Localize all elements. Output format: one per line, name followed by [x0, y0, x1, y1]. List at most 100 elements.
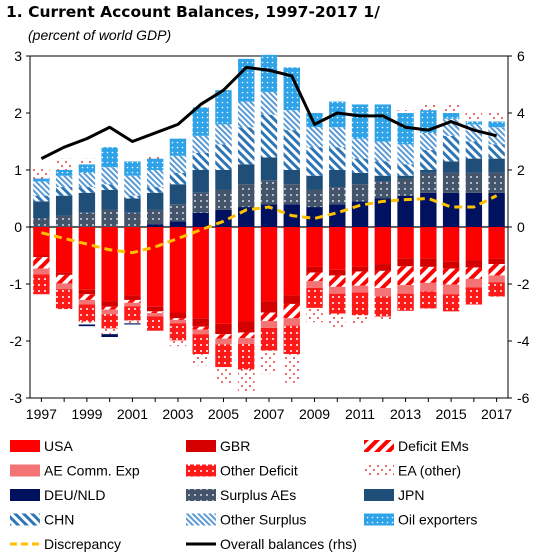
bar-chn-2003 — [169, 172, 187, 185]
bar-usa-2005 — [215, 227, 232, 324]
bar-chn-1997 — [33, 195, 50, 202]
bar-jpn-2001 — [124, 198, 141, 213]
bar-jpn-2005 — [215, 170, 232, 190]
chart-subtitle: (percent of world GDP) — [28, 27, 172, 43]
line-overall-balances-rhs — [40, 65, 497, 160]
bar-other-surplus-2004 — [192, 135, 209, 153]
bar-deficit-ems-2005 — [215, 334, 232, 339]
bar-deu-nld-2002 — [147, 224, 164, 227]
bar-usa-1998 — [55, 227, 73, 273]
legend-label-gbr: GBR — [220, 438, 250, 454]
bar-ea-other-2004 — [192, 354, 209, 366]
bar-ae-comm-exp-2010 — [329, 286, 346, 294]
bar-deficit-ems-2014 — [420, 266, 437, 283]
legend-swatch-other-surplus — [186, 513, 216, 526]
bar-gbr-2016 — [465, 260, 483, 268]
bar-chn-1998 — [55, 187, 73, 196]
bar-ae-comm-exp-2012 — [374, 287, 392, 297]
legend-label-jpn: JPN — [398, 487, 424, 503]
bar-oil-exporters-2003 — [169, 138, 187, 156]
bar-ea-other-2011 — [351, 315, 369, 324]
bar-ae-comm-exp-2000 — [101, 309, 118, 315]
bar-deu-nld-2009 — [306, 207, 323, 227]
bar-surplus-aes-2002 — [147, 209, 164, 225]
bar-usa-2006 — [238, 227, 255, 322]
bar-surplus-aes-2006 — [238, 184, 255, 208]
bar-oil-exporters-2015 — [442, 113, 460, 119]
bar-usa-2016 — [465, 227, 483, 261]
bar-other-deficit-2006 — [238, 343, 255, 370]
bar-gbr-2002 — [147, 306, 164, 312]
legend-swatch-deficit-ems — [364, 440, 394, 452]
bar-other-surplus-2013 — [397, 144, 414, 165]
bar-other-deficit-2016 — [465, 287, 483, 305]
bar-gbr-2008 — [283, 295, 300, 304]
bar-deu-nld-2004 — [192, 212, 209, 227]
bar-surplus-aes-2014 — [420, 172, 437, 193]
bar-surplus-aes-2012 — [374, 181, 392, 199]
legend-swatch-ea-other — [364, 464, 394, 477]
left-axis-tick-label: -1 — [10, 276, 23, 292]
bar-deficit-ems-2011 — [351, 271, 369, 286]
left-axis-tick-label: -2 — [10, 333, 23, 349]
x-axis-tick-label: 2013 — [390, 406, 421, 422]
bar-ae-comm-exp-2015 — [442, 284, 460, 295]
bar-usa-2013 — [397, 227, 414, 259]
bar-usa-2002 — [147, 227, 164, 307]
bar-ae-comm-exp-2003 — [169, 319, 187, 324]
bar-oil-exporters-2008 — [283, 67, 300, 111]
bar-deficit-ems-2007 — [260, 312, 278, 322]
bar-other-deficit-2015 — [442, 294, 460, 312]
bar-ea-other-positive-2016 — [465, 113, 483, 122]
bar-surplus-aes-2001 — [124, 212, 141, 227]
bar-gbr-2011 — [351, 266, 369, 272]
bar-oil-exporters-2000 — [101, 147, 118, 168]
right-axis-tick-label: -2 — [517, 276, 530, 292]
bar-other-surplus-2005 — [215, 124, 232, 145]
legend-label-chn: CHN — [44, 512, 74, 528]
bar-surplus-aes-1998 — [55, 215, 73, 227]
bar-deficit-ems-2013 — [397, 266, 414, 286]
bar-gbr-2017 — [488, 258, 505, 265]
bar-surplus-aes-2005 — [215, 189, 232, 210]
bar-other-surplus-2006 — [238, 101, 255, 128]
bar-surplus-aes-2013 — [397, 178, 414, 196]
bar-jpn-2006 — [238, 164, 255, 185]
bar-gbr-2007 — [260, 301, 278, 313]
bar-surplus-aes-1999 — [78, 212, 96, 227]
bar-other-surplus-2011 — [351, 138, 369, 159]
bar-ae-comm-exp-1997 — [33, 268, 50, 275]
right-axis-tick-label: -4 — [517, 333, 530, 349]
bar-chn-2005 — [215, 144, 232, 170]
bar-deu-nld-2012 — [374, 198, 392, 227]
bar-deficit-ems-2000 — [101, 306, 118, 310]
bar-other-surplus-2002 — [147, 170, 164, 188]
bar-deu-nld-2001 — [124, 323, 141, 325]
legend-label-ea-other: EA (other) — [398, 463, 461, 479]
legend-label-other-deficit: Other Deficit — [220, 463, 298, 479]
bar-jpn-1998 — [55, 195, 73, 216]
bar-deficit-ems-1998 — [55, 274, 73, 284]
bar-other-deficit-2000 — [101, 314, 118, 329]
legend-label-overall-balances-rhs: Overall balances (rhs) — [220, 536, 357, 552]
bar-other-deficit-1999 — [78, 304, 96, 322]
bar-ae-comm-exp-2002 — [147, 313, 164, 317]
bar-usa-2014 — [420, 227, 437, 259]
bar-chn-2011 — [351, 158, 369, 173]
bar-gbr-2004 — [192, 318, 209, 327]
bar-other-surplus-1998 — [55, 175, 73, 188]
bar-chn-2016 — [465, 141, 483, 159]
bar-deu-nld-2013 — [397, 195, 414, 227]
bar-jpn-2007 — [260, 157, 278, 181]
bar-oil-exporters-2002 — [147, 158, 164, 170]
bar-deu-nld-2003 — [169, 221, 187, 227]
bar-other-deficit-2003 — [169, 323, 187, 341]
bar-gbr-1999 — [78, 289, 96, 295]
bar-ae-comm-exp-2014 — [420, 282, 437, 292]
bar-jpn-2014 — [420, 170, 437, 173]
bar-other-deficit-2002 — [147, 316, 164, 331]
x-axis-tick-label: 2009 — [299, 406, 330, 422]
bar-surplus-aes-2000 — [101, 209, 118, 227]
bar-ea-other-positive-2017 — [488, 113, 505, 122]
